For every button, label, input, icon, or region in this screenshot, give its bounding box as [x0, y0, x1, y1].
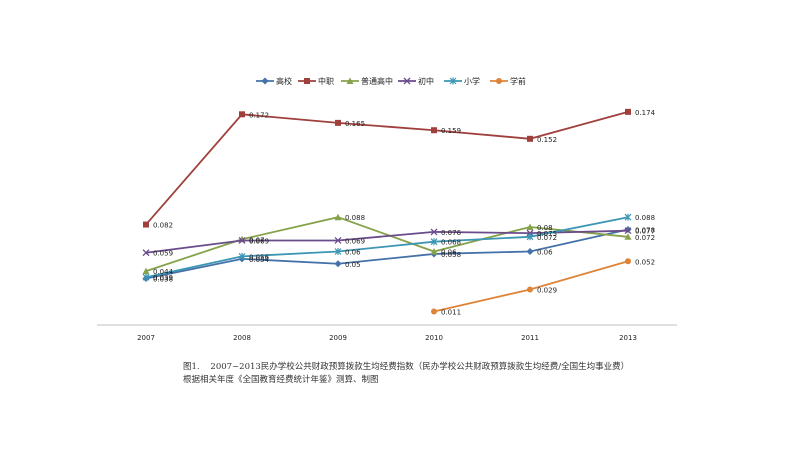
data-label: 0.077: [635, 228, 655, 236]
data-point: [239, 111, 245, 118]
data-point: [625, 258, 631, 265]
data-label: 0.058: [441, 251, 461, 259]
legend-label: 中职: [318, 76, 334, 86]
data-point: [431, 127, 437, 134]
series-lines: [142, 108, 632, 315]
data-label: 0.082: [153, 222, 173, 230]
data-label: 0.078: [635, 226, 655, 234]
data-label: 0.172: [249, 111, 269, 119]
data-label: 0.174: [635, 109, 656, 117]
data-point: [624, 227, 632, 235]
legend-item: 学前: [490, 76, 526, 86]
legend-swatch-marker: [496, 78, 502, 84]
legend-label: 普通高中: [361, 76, 393, 86]
legend: 高校 中职 普通高中 初中 小学 学前: [256, 76, 526, 86]
data-point: [334, 213, 342, 221]
data-point: [238, 237, 246, 244]
legend-swatch-marker: [304, 78, 310, 84]
data-label: 0.039: [153, 274, 173, 282]
x-tick-label: 2010: [425, 334, 443, 342]
series-line: [145, 216, 629, 279]
legend-item: 小学: [444, 76, 480, 86]
legend-swatch-marker: [346, 77, 354, 84]
x-tick-label: 2009: [329, 334, 347, 342]
legend-swatch-marker: [403, 77, 411, 85]
data-point: [430, 238, 438, 246]
data-label: 0.059: [153, 250, 173, 258]
x-axis-tick-labels: 2007 2008 2009 2010 2011 2013: [137, 334, 637, 342]
legend-label: 高校: [276, 76, 292, 86]
series-line: [433, 260, 629, 313]
data-point: [526, 233, 534, 241]
legend-swatch-marker: [261, 77, 269, 85]
data-point: [526, 248, 534, 255]
legend-label: 学前: [510, 76, 526, 86]
data-label: 0.152: [537, 136, 557, 144]
legend-swatch-marker: [449, 77, 457, 85]
data-label: 0.159: [441, 127, 461, 135]
data-label: 0.07: [249, 236, 265, 244]
data-point: [526, 223, 534, 230]
figure-caption: 图1. 2007~2013民办学校公共财政预算拨款生均经费指数（民办学校公共财政…: [183, 362, 630, 385]
data-label: 0.075: [537, 230, 557, 238]
data-point: [527, 135, 533, 142]
data-label: 0.044: [153, 268, 174, 276]
data-label: 0.011: [441, 309, 461, 317]
series-line: [145, 228, 629, 280]
data-point: [334, 237, 342, 244]
data-label: 0.069: [249, 237, 269, 245]
data-point: [335, 119, 341, 126]
data-label: 0.029: [537, 286, 557, 294]
legend-label: 初中: [418, 76, 434, 86]
data-point: [624, 213, 632, 221]
legend-item: 高校: [256, 76, 292, 86]
data-point: [142, 273, 150, 281]
data-label: 0.165: [345, 120, 365, 128]
series-line: [145, 110, 629, 226]
data-label: 0.088: [635, 214, 655, 222]
data-label: 0.068: [441, 239, 461, 247]
series-line: [145, 216, 629, 272]
data-point: [238, 252, 246, 260]
data-label: 0.06: [345, 249, 361, 257]
legend-item: 中职: [298, 76, 334, 86]
data-point: [431, 308, 437, 315]
legend-item: 初中: [398, 76, 434, 86]
data-label: 0.056: [249, 253, 270, 261]
data-label: 0.06: [537, 249, 553, 257]
data-point: [334, 260, 342, 268]
data-label: 0.069: [345, 237, 365, 245]
data-point: [527, 286, 533, 293]
data-label: 0.05: [345, 261, 361, 269]
data-point: [142, 249, 150, 257]
data-point: [624, 225, 632, 233]
data-point: [624, 233, 632, 240]
data-point: [430, 248, 438, 255]
data-label: 0.038: [153, 275, 173, 283]
data-label: 0.076: [441, 229, 462, 237]
legend-item: 普通高中: [341, 76, 393, 86]
data-point: [143, 221, 149, 228]
legend-label: 小学: [464, 76, 480, 86]
data-label: 0.08: [537, 224, 553, 232]
data-label: 0.088: [345, 214, 365, 222]
data-point: [334, 248, 342, 255]
data-label: 0.072: [635, 234, 655, 242]
x-tick-label: 2008: [233, 334, 251, 342]
x-tick-label: 2007: [137, 334, 155, 342]
data-point: [142, 267, 150, 275]
x-tick-label: 2011: [521, 334, 539, 342]
data-point: [430, 228, 438, 236]
data-label: 0.072: [537, 234, 557, 242]
data-point: [625, 108, 631, 115]
x-tick-label: 2013: [619, 334, 637, 342]
data-label: 0.06: [441, 249, 457, 257]
data-label: 0.054: [249, 256, 270, 264]
data-label: 0.052: [635, 258, 655, 266]
